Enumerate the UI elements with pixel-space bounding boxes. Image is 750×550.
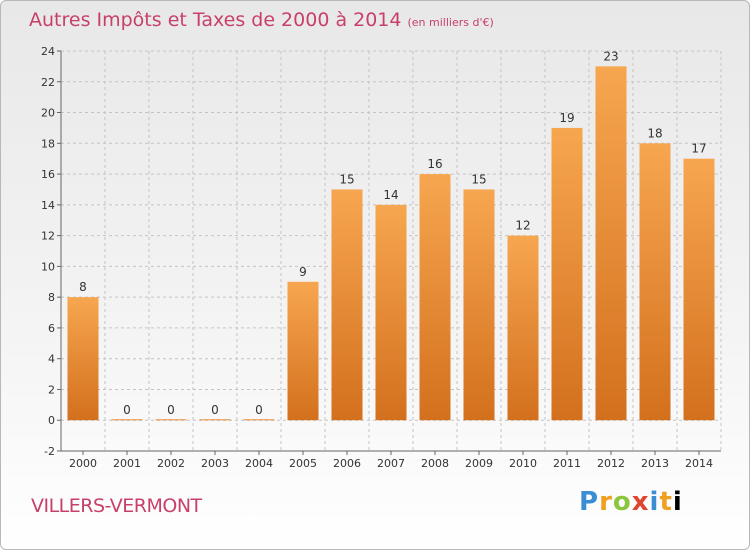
data-label-2009: 15 <box>471 172 486 186</box>
y-tick-label: -2 <box>44 445 55 458</box>
chart-title-text: Autres Impôts et Taxes de 2000 à 2014 <box>29 9 402 31</box>
place-name: VILLERS-VERMONT <box>31 495 202 517</box>
data-label-2001: 0 <box>123 403 131 417</box>
data-label-2014: 17 <box>691 142 706 156</box>
bar-2006 <box>331 189 363 421</box>
x-tick-label-2007: 2007 <box>377 457 405 470</box>
y-tick-label: 8 <box>48 291 55 304</box>
bars <box>67 66 715 421</box>
data-label-2010: 12 <box>515 219 530 233</box>
y-tick-label: 18 <box>41 137 55 150</box>
data-label-2013: 18 <box>647 126 662 140</box>
data-label-2002: 0 <box>167 403 175 417</box>
chart-title: Autres Impôts et Taxes de 2000 à 2014 (en… <box>29 9 494 31</box>
chart-subtitle: (en milliers d'€) <box>407 16 494 29</box>
bar-2007 <box>375 204 407 421</box>
data-label-2012: 23 <box>603 49 618 63</box>
x-tick-label-2014: 2014 <box>685 457 713 470</box>
y-tick-label: 22 <box>41 76 55 89</box>
x-tick-label-2006: 2006 <box>333 457 361 470</box>
x-tick-label-2003: 2003 <box>201 457 229 470</box>
data-label-2011: 19 <box>559 111 574 125</box>
data-label-2000: 8 <box>79 280 87 294</box>
bar-2002 <box>155 419 187 421</box>
bar-2013 <box>639 143 671 421</box>
bar-2005 <box>287 281 319 421</box>
data-label-2006: 15 <box>339 172 354 186</box>
x-tick-label-2005: 2005 <box>289 457 317 470</box>
data-labels: 8 0 0 0 0 9 15 14 16 15 12 19 23 18 17 <box>79 49 706 417</box>
y-tick-label: 12 <box>41 230 55 243</box>
y-tick-label: 2 <box>48 383 55 396</box>
data-label-2004: 0 <box>255 403 263 417</box>
y-tick-label: 6 <box>48 322 55 335</box>
bar-2010 <box>507 235 539 421</box>
y-tick-label: 14 <box>41 199 55 212</box>
x-tick-label-2002: 2002 <box>157 457 185 470</box>
bar-2014 <box>683 158 715 421</box>
x-tick-label-2010: 2010 <box>509 457 537 470</box>
x-tick-label-2013: 2013 <box>641 457 669 470</box>
x-tick-label-2000: 2000 <box>69 457 97 470</box>
y-tick-label: 10 <box>41 260 55 273</box>
bar-2004 <box>243 419 275 421</box>
bar-2012 <box>595 66 627 421</box>
bar-2008 <box>419 174 451 421</box>
data-label-2008: 16 <box>427 157 442 171</box>
data-label-2007: 14 <box>383 188 398 202</box>
y-tick-label: 0 <box>48 414 55 427</box>
bar-2009 <box>463 189 495 421</box>
y-tick-label: 24 <box>41 45 55 58</box>
bar-2000 <box>67 297 99 421</box>
y-tick-label: 20 <box>41 107 55 120</box>
y-tick-label: 4 <box>48 353 55 366</box>
x-tick-label-2011: 2011 <box>553 457 581 470</box>
x-tick-label-2008: 2008 <box>421 457 449 470</box>
bar-2001 <box>111 419 143 421</box>
bar-2003 <box>199 419 231 421</box>
data-label-2003: 0 <box>211 403 219 417</box>
x-tick-label-2001: 2001 <box>113 457 141 470</box>
bar-2011 <box>551 127 583 421</box>
y-tick-label: 16 <box>41 168 55 181</box>
x-tick-label-2009: 2009 <box>465 457 493 470</box>
x-tick-label-2012: 2012 <box>597 457 625 470</box>
data-label-2005: 9 <box>299 265 307 279</box>
x-tick-label-2004: 2004 <box>245 457 273 470</box>
brand-logo: Proxiti <box>579 487 683 517</box>
